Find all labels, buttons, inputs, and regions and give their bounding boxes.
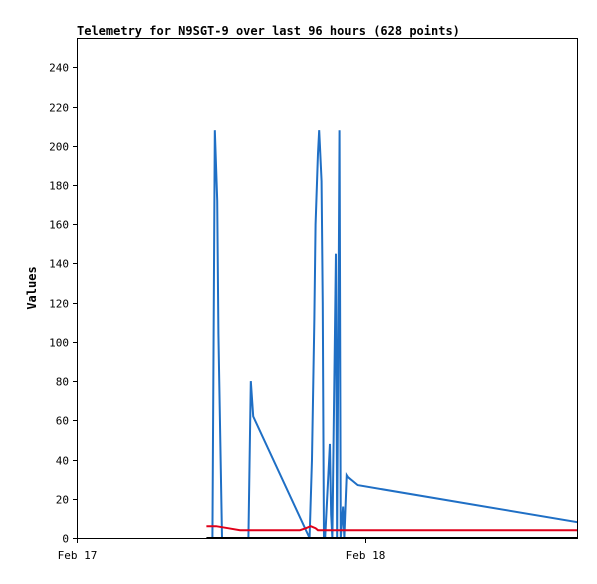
x-axis-ticks: Feb 17 Feb 18 <box>58 538 386 562</box>
y-axis-ticks: 0 20 40 60 80 100 120 140 160 180 200 220 240 <box>49 62 77 546</box>
chart-title: Telemetry for N9SGT-9 over last 96 hours… <box>77 24 460 38</box>
x-tick-label: Feb 17 <box>58 549 98 562</box>
series-line-1 <box>206 525 577 532</box>
y-tick-label: 140 <box>49 258 69 271</box>
y-axis-label: Values <box>25 266 39 309</box>
y-tick-label: 20 <box>56 494 69 507</box>
y-tick-label: 60 <box>56 415 69 428</box>
y-tick-label: 220 <box>49 102 69 115</box>
y-tick-label: 80 <box>56 376 69 389</box>
y-tick-label: 240 <box>49 62 69 75</box>
y-tick-label: 100 <box>49 337 69 350</box>
y-tick-label: 200 <box>49 141 69 154</box>
series-line-0 <box>211 130 577 538</box>
y-tick-label: 40 <box>56 455 69 468</box>
plot-area-frame <box>77 38 578 539</box>
series-layer <box>206 130 577 538</box>
y-tick-label: 180 <box>49 180 69 193</box>
x-tick-label: Feb 18 <box>346 549 386 562</box>
y-tick-label: 160 <box>49 219 69 232</box>
y-tick-label: 120 <box>49 298 69 311</box>
y-tick-label: 0 <box>62 533 69 546</box>
